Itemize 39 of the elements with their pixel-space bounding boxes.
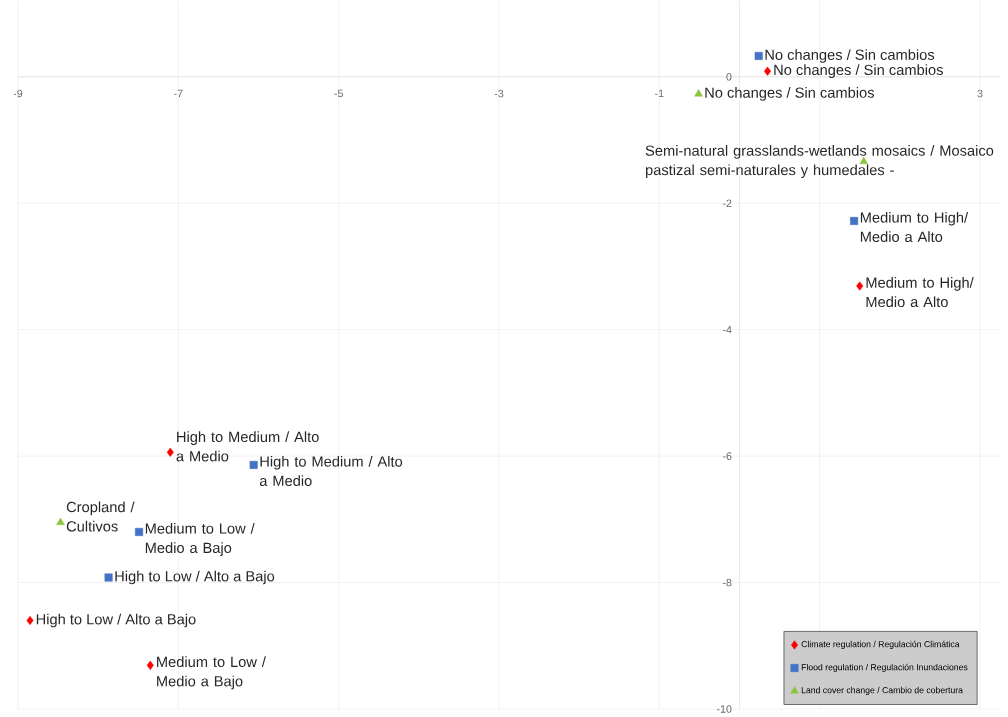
point xyxy=(249,460,258,469)
y-tick-label: -2 xyxy=(722,199,732,207)
x-tick-label: -1 xyxy=(655,89,664,98)
annotation: Medium to High/ Medio a Alto xyxy=(860,211,969,243)
x-tick-label: -9 xyxy=(13,89,23,98)
point xyxy=(694,89,703,97)
y-tick-label: -8 xyxy=(722,578,732,587)
point xyxy=(56,517,65,526)
x-tick-label: -3 xyxy=(494,89,504,98)
y-tick-label: -6 xyxy=(722,452,732,460)
annotation: Medium to Low / Medio a Bajo xyxy=(157,656,266,690)
annotation: No changes / Sin cambios xyxy=(705,87,874,101)
point xyxy=(135,527,144,536)
annotation: No changes / Sin cambios xyxy=(765,49,935,63)
point xyxy=(26,615,34,626)
annotation: High to Low / Alto a Bajo xyxy=(115,570,275,585)
annotation: High to Medium / Alto a Medio xyxy=(259,455,403,487)
y-tick-label: 0 xyxy=(726,73,732,81)
legend-label: Land cover change / Cambio de cobertura xyxy=(801,686,963,695)
x-tick-label: -7 xyxy=(174,89,183,98)
x-tick-label: -5 xyxy=(334,89,343,98)
point xyxy=(754,51,763,60)
point xyxy=(856,281,864,291)
y-tick-label: -10 xyxy=(716,705,732,713)
annotation: High to Low / Alto a Bajo xyxy=(36,613,196,628)
annotation: No changes / Sin cambios xyxy=(774,64,943,78)
point xyxy=(146,660,154,670)
point xyxy=(166,447,174,457)
x-tick-label: 3 xyxy=(977,89,983,98)
point xyxy=(104,573,113,582)
annotation: Medium to High/ Medio a Alto xyxy=(866,277,974,308)
y-tick-label: -4 xyxy=(722,326,732,334)
point xyxy=(850,216,859,225)
annotation: Cropland / Cultivos xyxy=(66,501,135,532)
point xyxy=(764,66,771,76)
annotation: Semi-natural grasslands-wetlands mosaics / Mosaico pastizal semi-naturales y humedales - xyxy=(645,145,994,179)
annotation: Medium to Low / Medio a Bajo xyxy=(145,522,255,556)
legend-label: Climate regulation / Regulación Climática xyxy=(801,640,960,649)
legend-label: Flood regulation / Regulación Inundaciones xyxy=(801,663,968,672)
